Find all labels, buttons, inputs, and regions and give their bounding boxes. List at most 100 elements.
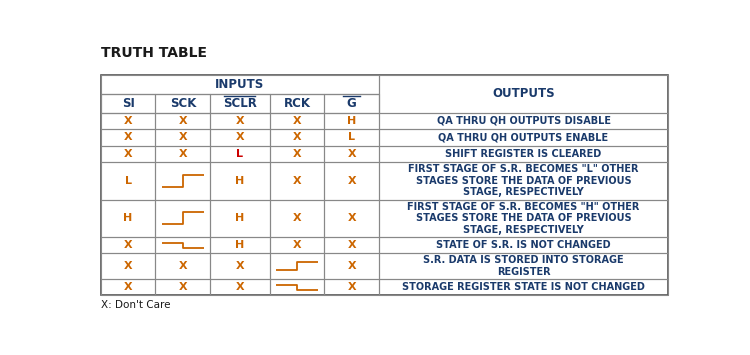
Text: X: X (347, 213, 356, 223)
Text: X: X (178, 261, 188, 271)
Text: H: H (236, 213, 244, 223)
Bar (100, 146, 155, 162)
Text: X: X (292, 176, 302, 186)
Text: X: X (292, 132, 302, 142)
Bar (100, 279, 155, 295)
Bar (100, 129, 155, 146)
Bar (155, 253, 210, 279)
Text: SCK: SCK (170, 97, 196, 110)
Text: X: Don't Care: X: Don't Care (100, 300, 170, 310)
Bar (379, 75, 668, 113)
Text: X: X (347, 176, 356, 186)
Text: X: X (236, 261, 244, 271)
Text: FIRST STAGE OF S.R. BECOMES "H" OTHER
STAGES STORE THE DATA OF PREVIOUS
STAGE, R: FIRST STAGE OF S.R. BECOMES "H" OTHER ST… (407, 202, 640, 235)
Bar (210, 279, 269, 295)
Text: X: X (347, 282, 356, 292)
Bar (324, 94, 379, 113)
Bar (379, 279, 668, 295)
Text: X: X (124, 240, 133, 250)
Bar (324, 237, 379, 253)
Bar (324, 113, 379, 129)
Text: X: X (124, 282, 133, 292)
Bar (210, 237, 269, 253)
Bar (155, 94, 210, 113)
Bar (100, 94, 155, 113)
Text: H: H (236, 240, 244, 250)
Text: X: X (178, 116, 188, 126)
Text: SHIFT REGISTER IS CLEARED: SHIFT REGISTER IS CLEARED (446, 149, 602, 159)
Bar (269, 94, 324, 113)
Bar (379, 162, 668, 200)
Bar (100, 94, 379, 113)
Bar (155, 129, 210, 146)
Bar (269, 279, 324, 295)
Bar (155, 162, 210, 200)
Text: X: X (347, 240, 356, 250)
Bar (379, 200, 668, 237)
Text: H: H (236, 176, 244, 186)
Bar (269, 253, 324, 279)
Bar (324, 279, 379, 295)
Text: X: X (178, 149, 188, 159)
Bar (210, 146, 269, 162)
Text: X: X (292, 116, 302, 126)
Bar (324, 146, 379, 162)
Bar (155, 146, 210, 162)
Bar (269, 146, 324, 162)
Bar (324, 253, 379, 279)
Text: X: X (124, 149, 133, 159)
Bar (269, 200, 324, 237)
Text: QA THRU QH OUTPUTS DISABLE: QA THRU QH OUTPUTS DISABLE (436, 116, 610, 126)
Bar (324, 200, 379, 237)
Text: RCK: RCK (284, 97, 310, 110)
Bar (100, 75, 668, 295)
Text: L: L (236, 149, 244, 159)
Bar (324, 162, 379, 200)
Bar (379, 237, 668, 253)
Text: G: G (346, 97, 356, 110)
Text: S.R. DATA IS STORED INTO STORAGE
REGISTER: S.R. DATA IS STORED INTO STORAGE REGISTE… (423, 255, 624, 277)
Text: SCLR: SCLR (223, 97, 256, 110)
Text: X: X (347, 149, 356, 159)
Text: X: X (292, 213, 302, 223)
Bar (155, 113, 210, 129)
Bar (100, 113, 155, 129)
Bar (379, 113, 668, 129)
Bar (100, 200, 155, 237)
Bar (155, 200, 210, 237)
Text: H: H (347, 116, 356, 126)
Text: X: X (292, 240, 302, 250)
Text: X: X (236, 116, 244, 126)
Text: H: H (124, 213, 133, 223)
Text: X: X (347, 261, 356, 271)
Text: X: X (236, 282, 244, 292)
Text: L: L (124, 176, 131, 186)
Text: X: X (124, 132, 133, 142)
Bar (210, 253, 269, 279)
Bar (379, 129, 668, 146)
Bar (100, 75, 379, 94)
Bar (379, 253, 668, 279)
Bar (155, 279, 210, 295)
Text: X: X (124, 116, 133, 126)
Text: L: L (348, 132, 355, 142)
Text: STORAGE REGISTER STATE IS NOT CHANGED: STORAGE REGISTER STATE IS NOT CHANGED (402, 282, 645, 292)
Bar (100, 162, 155, 200)
Text: X: X (292, 149, 302, 159)
Text: X: X (178, 132, 188, 142)
Text: STATE OF S.R. IS NOT CHANGED: STATE OF S.R. IS NOT CHANGED (436, 240, 610, 250)
Text: X: X (178, 282, 188, 292)
Bar (210, 162, 269, 200)
Bar (100, 237, 155, 253)
Bar (269, 113, 324, 129)
Text: X: X (236, 132, 244, 142)
Bar (324, 129, 379, 146)
Text: QA THRU QH OUTPUTS ENABLE: QA THRU QH OUTPUTS ENABLE (439, 132, 608, 142)
Bar (210, 113, 269, 129)
Text: SI: SI (122, 97, 134, 110)
Bar (269, 162, 324, 200)
Bar (100, 253, 155, 279)
Text: FIRST STAGE OF S.R. BECOMES "L" OTHER
STAGES STORE THE DATA OF PREVIOUS
STAGE, R: FIRST STAGE OF S.R. BECOMES "L" OTHER ST… (408, 164, 639, 197)
Bar (269, 237, 324, 253)
Text: INPUTS: INPUTS (215, 78, 265, 91)
